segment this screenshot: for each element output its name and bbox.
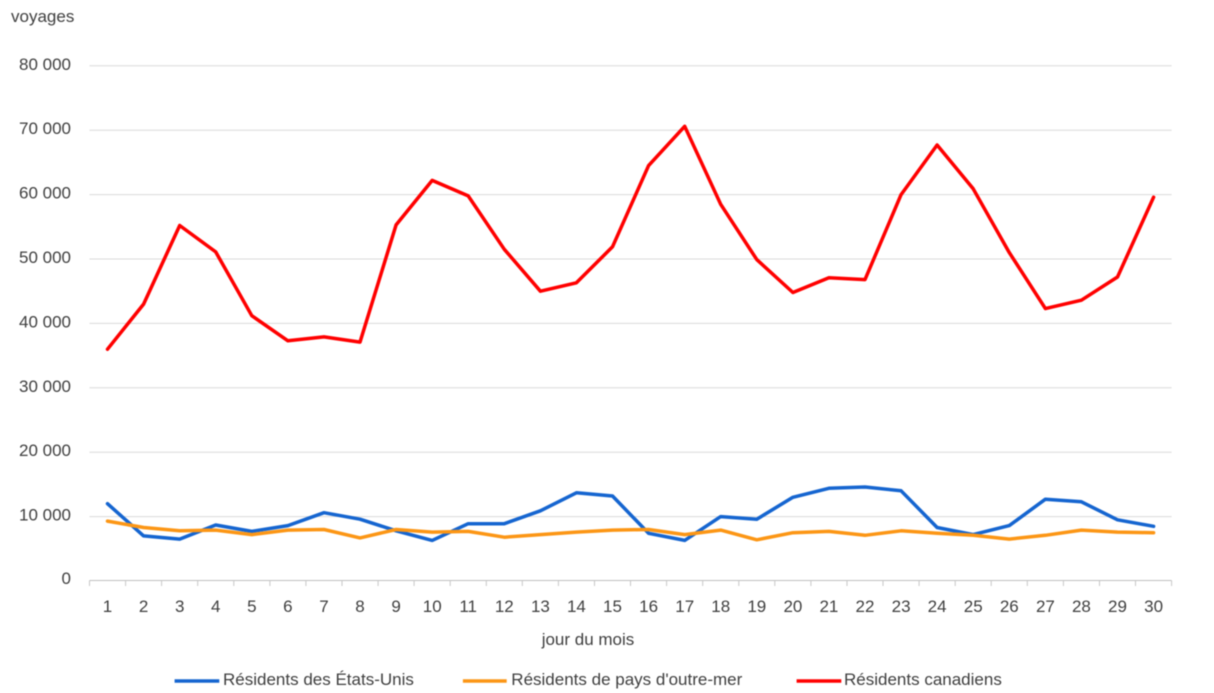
svg-text:5: 5 bbox=[247, 597, 256, 616]
svg-text:3: 3 bbox=[175, 597, 184, 616]
svg-text:12: 12 bbox=[495, 597, 514, 616]
svg-text:40 000: 40 000 bbox=[19, 312, 71, 331]
svg-text:80 000: 80 000 bbox=[19, 55, 71, 74]
svg-text:60 000: 60 000 bbox=[19, 184, 71, 203]
svg-text:11: 11 bbox=[459, 597, 477, 616]
svg-text:15: 15 bbox=[603, 597, 622, 616]
svg-text:20 000: 20 000 bbox=[19, 441, 71, 460]
svg-text:24: 24 bbox=[928, 597, 947, 616]
svg-text:0: 0 bbox=[62, 569, 71, 588]
svg-text:13: 13 bbox=[531, 597, 550, 616]
svg-text:Résidents de pays d'outre-mer: Résidents de pays d'outre-mer bbox=[511, 670, 742, 689]
svg-text:28: 28 bbox=[1072, 597, 1091, 616]
svg-text:17: 17 bbox=[675, 597, 694, 616]
svg-text:Résidents canadiens: Résidents canadiens bbox=[844, 670, 1002, 689]
svg-text:27: 27 bbox=[1036, 597, 1055, 616]
svg-text:50 000: 50 000 bbox=[19, 248, 71, 267]
svg-text:10 000: 10 000 bbox=[19, 506, 71, 525]
svg-text:26: 26 bbox=[1000, 597, 1019, 616]
svg-text:14: 14 bbox=[567, 597, 586, 616]
svg-text:29: 29 bbox=[1108, 597, 1127, 616]
svg-text:2: 2 bbox=[139, 597, 148, 616]
svg-text:voyages: voyages bbox=[11, 7, 74, 26]
svg-text:6: 6 bbox=[283, 597, 292, 616]
svg-text:25: 25 bbox=[964, 597, 983, 616]
svg-text:30 000: 30 000 bbox=[19, 377, 71, 396]
svg-text:8: 8 bbox=[355, 597, 364, 616]
svg-text:18: 18 bbox=[711, 597, 730, 616]
svg-text:20: 20 bbox=[783, 597, 802, 616]
svg-text:23: 23 bbox=[892, 597, 911, 616]
svg-text:19: 19 bbox=[747, 597, 766, 616]
svg-text:Résidents des États-Unis: Résidents des États-Unis bbox=[223, 670, 414, 689]
svg-text:7: 7 bbox=[319, 597, 328, 616]
svg-text:22: 22 bbox=[856, 597, 875, 616]
svg-text:16: 16 bbox=[639, 597, 658, 616]
svg-text:10: 10 bbox=[423, 597, 442, 616]
svg-text:4: 4 bbox=[211, 597, 220, 616]
svg-text:jour du mois: jour du mois bbox=[541, 630, 635, 649]
svg-text:1: 1 bbox=[103, 597, 112, 616]
svg-text:70 000: 70 000 bbox=[19, 119, 71, 138]
svg-text:21: 21 bbox=[819, 597, 838, 616]
svg-text:9: 9 bbox=[391, 597, 400, 616]
svg-text:30: 30 bbox=[1144, 597, 1163, 616]
